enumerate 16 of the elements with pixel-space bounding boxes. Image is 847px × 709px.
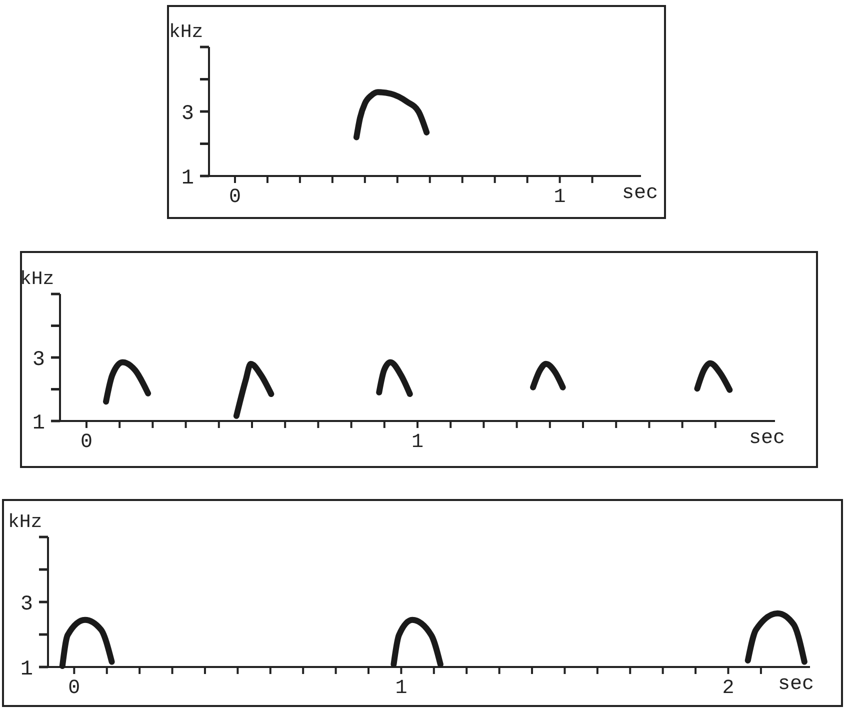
y-tick-label: 3: [20, 593, 33, 616]
x-axis-title: sec: [748, 427, 785, 450]
y-tick-label: 3: [181, 102, 194, 126]
x-tick-label: 2: [722, 677, 734, 700]
y-axis-title: kHz: [20, 268, 54, 290]
x-tick-label: 1: [395, 677, 408, 700]
x-tick-label: 0: [80, 431, 92, 454]
y-axis-title: kHz: [8, 511, 42, 533]
y-axis-title: kHz: [169, 21, 204, 43]
y-tick-label: 1: [32, 412, 45, 436]
x-axis-title: sec: [622, 182, 658, 205]
y-tick-label: 1: [20, 658, 33, 682]
y-tick-label: 3: [32, 348, 45, 372]
x-axis-title: sec: [778, 673, 814, 696]
x-tick-label: 0: [228, 186, 241, 209]
x-tick-label: 0: [68, 677, 80, 700]
